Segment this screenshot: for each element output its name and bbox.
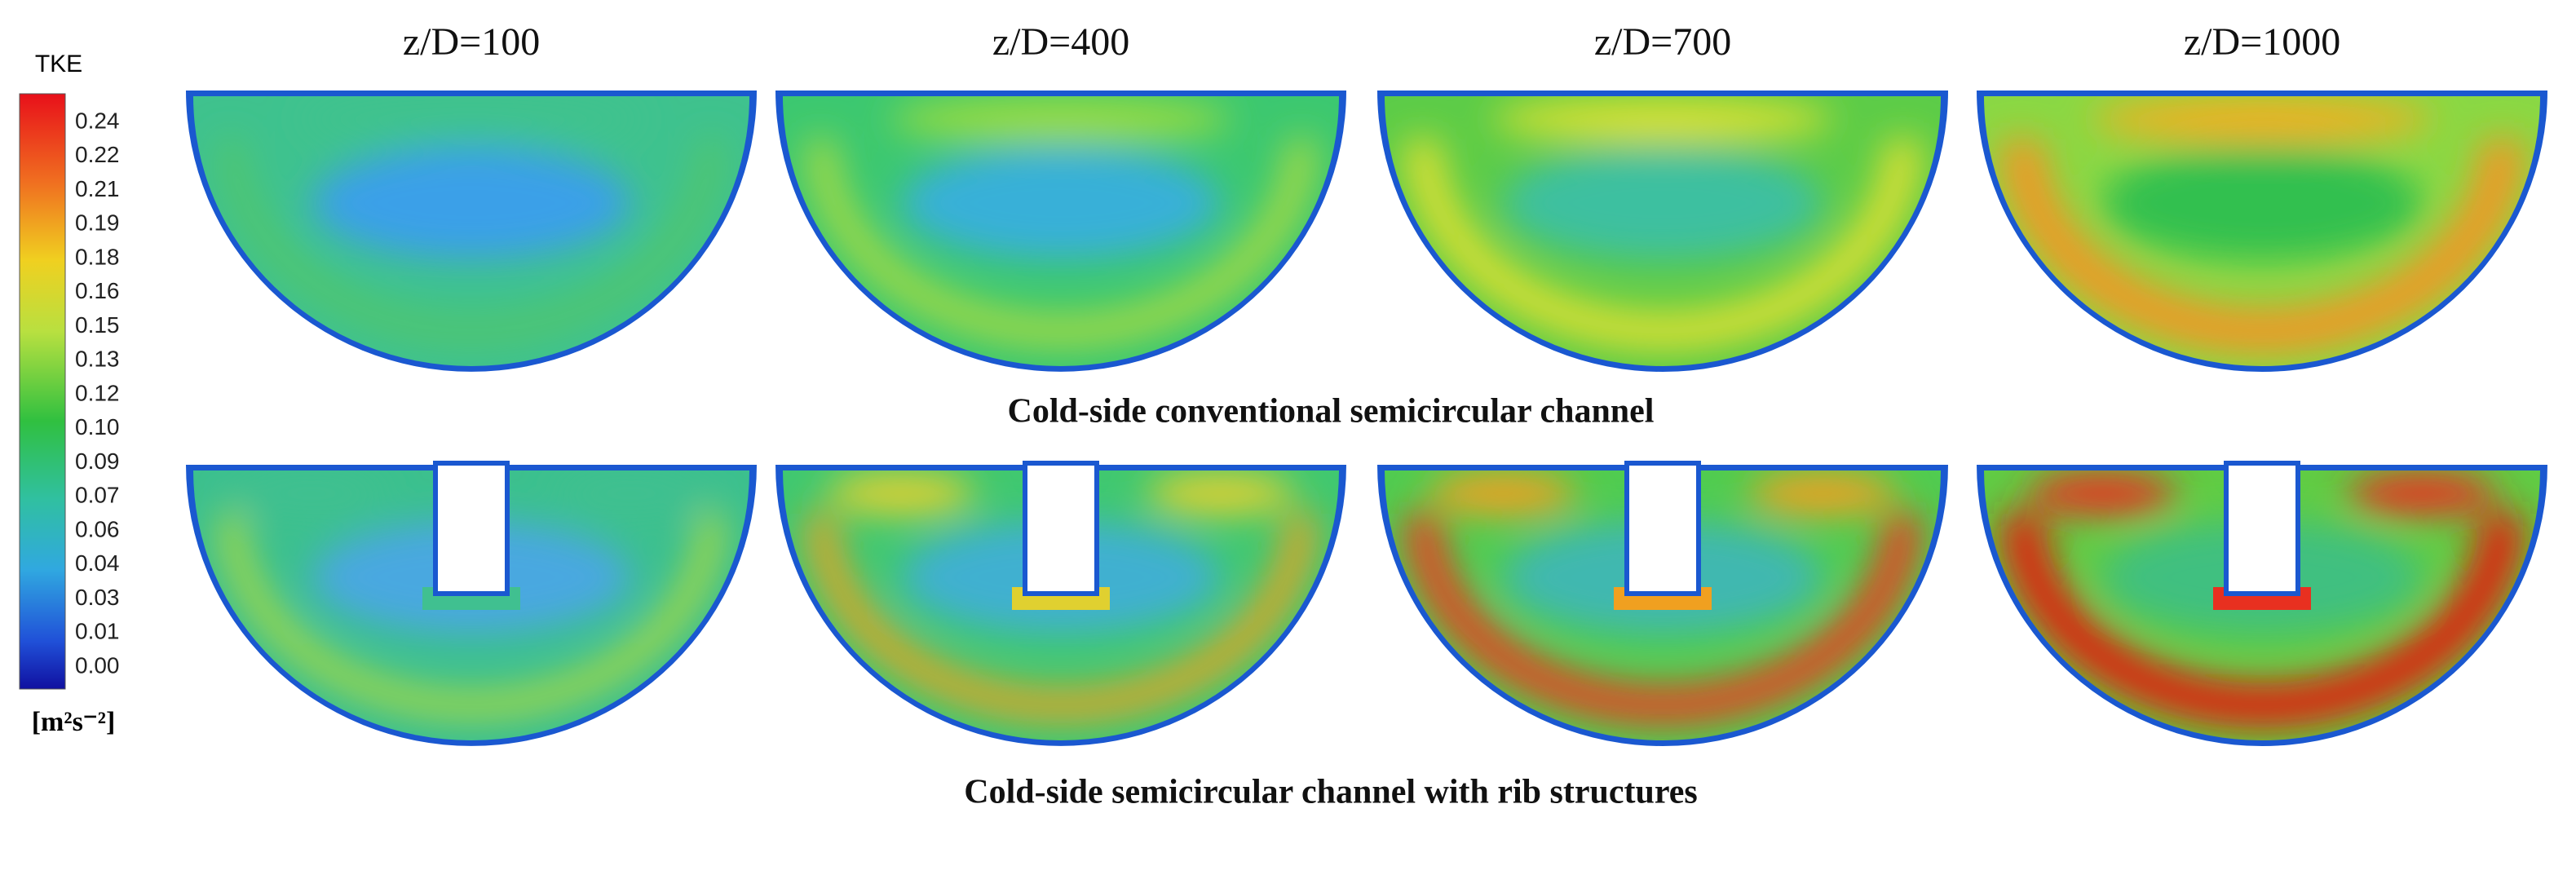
- colorbar-tick-label: 0.21: [75, 176, 120, 201]
- contour-top: [237, 472, 386, 515]
- colorbar-tick-label: 0.07: [75, 483, 120, 508]
- colorbar-tick-label: 0.03: [75, 585, 120, 610]
- contour-field: [193, 96, 749, 366]
- rib: [2224, 461, 2300, 596]
- contour-band: [1999, 139, 2525, 353]
- contour-field: [783, 96, 1339, 366]
- colorbar-tick-label: 0.24: [75, 108, 120, 133]
- contour-band: [221, 139, 722, 341]
- contour-top: [2091, 96, 2433, 142]
- colorbar-tick-label: 0.18: [75, 244, 120, 269]
- contour-top: [2028, 472, 2176, 515]
- column-title: z/D=400: [992, 20, 1129, 64]
- contour-top: [1748, 472, 1897, 515]
- contour-core: [1503, 147, 1823, 259]
- colorbar-unit: [m²s⁻²]: [32, 707, 116, 737]
- contour-top: [827, 472, 975, 515]
- contour-core: [2102, 147, 2422, 259]
- contour-top: [2348, 472, 2496, 515]
- contour-band: [1404, 513, 1921, 723]
- contour-top: [1147, 472, 1295, 515]
- rib: [1624, 461, 1701, 596]
- contour-band: [806, 139, 1315, 345]
- contour-core: [312, 147, 631, 259]
- contour-top: [300, 96, 643, 142]
- contour-field: [1984, 96, 2540, 366]
- colorbar-tick-label: 0.19: [75, 210, 120, 236]
- contour-band: [1999, 513, 2525, 727]
- contour-top: [1429, 472, 1577, 515]
- colorbar-tick-label: 0.09: [75, 448, 120, 474]
- colorbar-tick-label: 0.10: [75, 414, 120, 439]
- contour-field: [1385, 96, 1941, 366]
- colorbar-tick-label: 0.06: [75, 516, 120, 541]
- row-caption: Cold-side conventional semicircular chan…: [1008, 393, 1655, 431]
- contour-blend: [1999, 96, 2525, 353]
- colorbar-tick-label: 0.01: [75, 619, 120, 644]
- contour-blend: [1404, 96, 1921, 349]
- row-caption: Cold-side semicircular channel with rib …: [964, 774, 1697, 811]
- rib: [433, 461, 510, 596]
- colorbar-tick-label: 0.13: [75, 347, 120, 372]
- contour-band: [1404, 139, 1921, 349]
- colorbar: [19, 93, 66, 690]
- colorbar-title: TKE: [35, 51, 82, 77]
- contour-blend: [221, 96, 722, 341]
- colorbar-tick-label: 0.12: [75, 380, 120, 405]
- column-title: z/D=1000: [2184, 20, 2340, 64]
- rib: [1023, 461, 1099, 596]
- contour-top: [1491, 96, 1834, 142]
- colorbar-tick-label: 0.00: [75, 652, 120, 678]
- contour-core: [901, 147, 1221, 259]
- contour-band: [806, 513, 1315, 719]
- contour-top: [557, 472, 705, 515]
- colorbar-tick-label: 0.04: [75, 550, 120, 576]
- colorbar-tick-label: 0.22: [75, 142, 120, 167]
- colorbar-tick-label: 0.16: [75, 278, 120, 303]
- contour-blend: [806, 96, 1315, 345]
- column-title: z/D=700: [1594, 20, 1731, 64]
- column-title: z/D=100: [403, 20, 540, 64]
- contour-top: [890, 96, 1232, 142]
- colorbar-tick-label: 0.15: [75, 312, 120, 338]
- contour-band: [221, 513, 722, 715]
